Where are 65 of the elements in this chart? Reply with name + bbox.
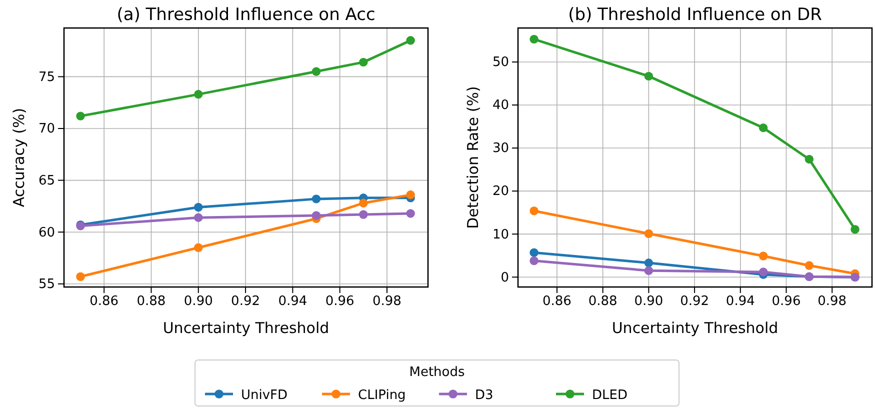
point [644, 258, 654, 268]
point [850, 224, 860, 234]
point [758, 123, 768, 132]
x-tick-label: 0.90 [634, 294, 664, 310]
point [359, 210, 368, 219]
point [804, 154, 814, 164]
x-tick-label: 0.98 [818, 294, 847, 310]
point [758, 268, 768, 276]
y-axis-title: Accuracy (%) [10, 108, 28, 208]
point [312, 194, 321, 204]
point [406, 190, 415, 200]
y-tick-label: 30 [492, 141, 509, 156]
x-tick-label: 0.94 [726, 294, 755, 310]
point [530, 34, 538, 44]
point [758, 252, 768, 260]
legend-label: D3 [475, 388, 494, 403]
chart-title: (a) Threshold Influence on Acc [116, 5, 376, 25]
y-axis-title: Detection Rate (%) [464, 86, 482, 229]
x-tick-label: 0.96 [772, 294, 801, 310]
x-tick-label: 0.88 [588, 294, 618, 310]
point [644, 266, 654, 276]
y-tick-label: 60 [38, 225, 55, 240]
x-axis-title: Uncertainty Threshold [162, 319, 330, 337]
point [312, 211, 321, 220]
y-tick-label: 70 [38, 122, 55, 137]
legend-title: Methods [409, 365, 465, 380]
y-tick-label: 40 [492, 98, 509, 114]
y-tick-label: 20 [492, 184, 509, 200]
point [804, 261, 814, 270]
y-tick-label: 10 [492, 227, 509, 242]
point [530, 206, 538, 216]
y-tick-label: 75 [38, 70, 55, 85]
legend-label: CLIPing [358, 388, 406, 403]
y-tick-label: 0 [500, 270, 509, 286]
point [406, 36, 415, 45]
x-tick-label: 0.92 [680, 294, 710, 310]
x-tick-label: 0.92 [231, 294, 260, 310]
point [530, 256, 538, 266]
x-tick-label: 0.90 [184, 294, 213, 310]
x-tick-label: 0.94 [278, 294, 308, 310]
x-tick-label: 0.98 [372, 294, 402, 310]
x-tick-label: 0.88 [136, 294, 166, 310]
y-tick-label: 50 [492, 55, 509, 70]
point [194, 243, 203, 252]
x-tick-label: 0.96 [325, 294, 354, 310]
point [644, 72, 654, 81]
y-tick-label: 55 [38, 277, 55, 292]
point [530, 248, 538, 257]
point [406, 209, 415, 218]
x-tick-label: 0.86 [90, 294, 119, 310]
point [312, 67, 321, 76]
chart-title: (b) Threshold Influence on DR [568, 5, 822, 25]
x-tick-label: 0.86 [542, 294, 572, 310]
point [194, 202, 203, 212]
point [194, 213, 203, 222]
legend-label: UnivFD [241, 388, 288, 403]
y-tick-label: 65 [38, 173, 55, 188]
point [194, 90, 203, 99]
point [359, 198, 368, 208]
point [76, 112, 85, 120]
point [359, 58, 368, 67]
point [76, 272, 85, 281]
point [644, 229, 654, 238]
legend-label: DLED [592, 388, 628, 403]
x-axis-title: Uncertainty Threshold [612, 319, 778, 337]
